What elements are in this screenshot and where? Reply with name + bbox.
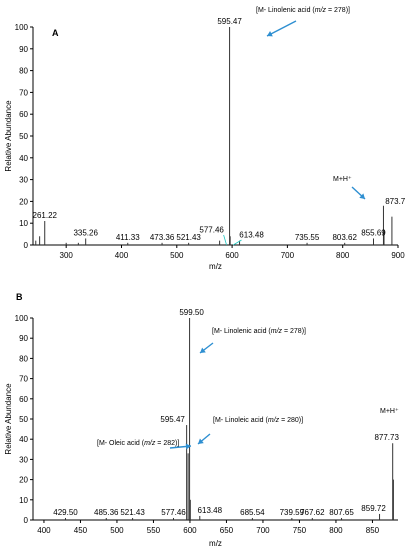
panel-a-x-tick-label: 300 xyxy=(60,251,74,260)
panel-a-peak-label: 577.46 xyxy=(199,226,224,235)
panel-b-x-tick-label: 400 xyxy=(37,526,51,535)
panel-b-arrow-oleic-head xyxy=(185,443,191,450)
panel-b-y-tick-label: 50 xyxy=(19,415,28,424)
panel-a-guide-613 xyxy=(232,239,242,246)
panel-b-y-tick-label: 90 xyxy=(19,334,28,343)
panel-a-peak-label: 803.62 xyxy=(332,233,357,242)
panel-b-y-tick-label: 60 xyxy=(19,395,28,404)
panel-b-arrow-linoleic-head xyxy=(198,438,204,444)
panel-b-x-tick-label: 550 xyxy=(147,526,161,535)
panel-a-peak-label: 261.22 xyxy=(33,211,58,220)
panel-a-annotation-linolenic: [M- Linolenic acid (m/z = 278)] xyxy=(256,7,350,14)
panel-b-peak-label: 767.62 xyxy=(300,508,325,517)
panel-a-peak-label: 473.36 xyxy=(150,233,175,242)
panel-b-peak-label: 739.59 xyxy=(280,508,305,517)
panel-b-peak-label: 577.46 xyxy=(161,508,186,517)
panel-b-x-tick-label: 500 xyxy=(110,526,124,535)
panel-b-peak-label: 685.54 xyxy=(240,508,265,517)
panel-a-arrow-mh-head xyxy=(359,193,365,199)
panel-a-x-tick-label: 700 xyxy=(281,251,295,260)
panel-a-y-tick-label: 40 xyxy=(19,154,28,163)
panel-b-peak-label: 877.73 xyxy=(374,433,399,442)
panel-b-annotation-oleic: [M- Oleic acid (m/z = 282)] xyxy=(97,440,179,447)
panel-a-y-tick-label: 80 xyxy=(19,67,28,76)
panel-a-x-tick-label: 400 xyxy=(115,251,129,260)
panel-b-peak-label: 859.72 xyxy=(361,504,386,513)
panel-a-y-tick-label: 0 xyxy=(24,241,29,250)
panel-b-annotation-mh: M+H⁺ xyxy=(380,408,399,415)
panel-b-x-tick-label: 450 xyxy=(74,526,88,535)
panel-b-peak-label: 807.65 xyxy=(329,508,354,517)
panel-a-y-tick-label: 20 xyxy=(19,197,28,206)
panel-b-y-tick-label: 70 xyxy=(19,375,28,384)
panel-a-y-tick-label: 30 xyxy=(19,176,28,185)
panel-b-peak-label: 521.43 xyxy=(120,508,145,517)
panel-b-arrow-linolenic-head xyxy=(200,347,206,353)
panel-a-y-tick-label: 50 xyxy=(19,132,28,141)
panel-a-y-tick-label: 10 xyxy=(19,219,28,228)
panel-a-panel-letter: A xyxy=(52,28,59,38)
panel-a-peak-label: 735.55 xyxy=(295,233,320,242)
panel-a-peak-label: 595.47 xyxy=(217,17,242,26)
panel-a-arrow-linolenic xyxy=(266,20,297,37)
panel-b-y-tick-label: 10 xyxy=(19,496,28,505)
panel-b-peak-label: 613.48 xyxy=(198,506,223,515)
panel-b-y-tick-label: 100 xyxy=(15,314,29,323)
panel-b-x-tick-label: 700 xyxy=(256,526,270,535)
panel-b-arrow-linolenic xyxy=(199,342,214,354)
panel-a-x-tick-label: 800 xyxy=(336,251,350,260)
panel-b-panel-letter: B xyxy=(16,292,23,302)
panel-a-peak-label: 521.43 xyxy=(176,233,201,242)
panel-b-y-axis-label: Relative Abundance xyxy=(4,383,13,455)
panel-a-y-tick-label: 90 xyxy=(19,45,28,54)
panel-b-y-tick-label: 30 xyxy=(19,455,28,464)
panel-b-x-axis-label: m/z xyxy=(209,539,222,548)
panel-a-y-tick-label: 60 xyxy=(19,110,28,119)
panel-a-y-axis-label: Relative Abundance xyxy=(4,100,13,172)
panel-b-y-tick-label: 80 xyxy=(19,354,28,363)
panel-b-peak-label: 595.47 xyxy=(160,415,185,424)
panel-b-y-tick-label: 40 xyxy=(19,435,28,444)
panel-b-x-tick-label: 800 xyxy=(329,526,343,535)
panel-b-x-tick-label: 650 xyxy=(220,526,234,535)
panel-a-y-tick-label: 100 xyxy=(15,23,29,32)
panel-a-annotation-mh: M+H⁺ xyxy=(333,176,352,183)
panel-a-y-tick-label: 70 xyxy=(19,88,28,97)
panel-b-y-tick-label: 20 xyxy=(19,476,28,485)
panel-a-x-tick-label: 500 xyxy=(170,251,184,260)
panel-a-x-tick-label: 900 xyxy=(391,251,405,260)
panel-b-arrow-linoleic xyxy=(197,433,211,445)
panel-b-arrow-oleic xyxy=(169,443,192,450)
panel-a-peak-label: 613.48 xyxy=(239,231,264,240)
panel-a-peak-label: 411.33 xyxy=(116,233,140,242)
panel-a-peak-label: 855.69 xyxy=(361,228,386,237)
panel-a-x-axis-label: m/z xyxy=(209,262,222,271)
panel-b-x-tick-label: 750 xyxy=(293,526,307,535)
panel-b-annotation-linolenic: [M- Linolenic acid (m/z = 278)] xyxy=(212,328,306,335)
panel-a-arrow-linolenic-head xyxy=(267,31,273,37)
panel-b-peak-label: 485.36 xyxy=(94,508,119,517)
panel-b-peak-label: 599.50 xyxy=(179,308,204,317)
panel-a-peak-label: 873.70 xyxy=(385,197,405,206)
panel-a-guide-577 xyxy=(223,234,227,246)
panel-b-peak-label: 429.50 xyxy=(53,508,78,517)
panel-b-annotation-linoleic: [M- Linoleic acid (m/z = 280)] xyxy=(213,417,303,424)
panel-a-peak-label: 335.26 xyxy=(73,228,98,237)
panel-b-x-tick-label: 600 xyxy=(183,526,197,535)
panel-a-arrow-linolenic-shaft xyxy=(266,20,297,37)
panel-a-x-tick-label: 600 xyxy=(225,251,239,260)
panel-a-arrow-mh xyxy=(351,186,366,200)
panel-b-x-tick-label: 850 xyxy=(366,526,380,535)
panel-b-y-tick-label: 0 xyxy=(24,516,29,525)
